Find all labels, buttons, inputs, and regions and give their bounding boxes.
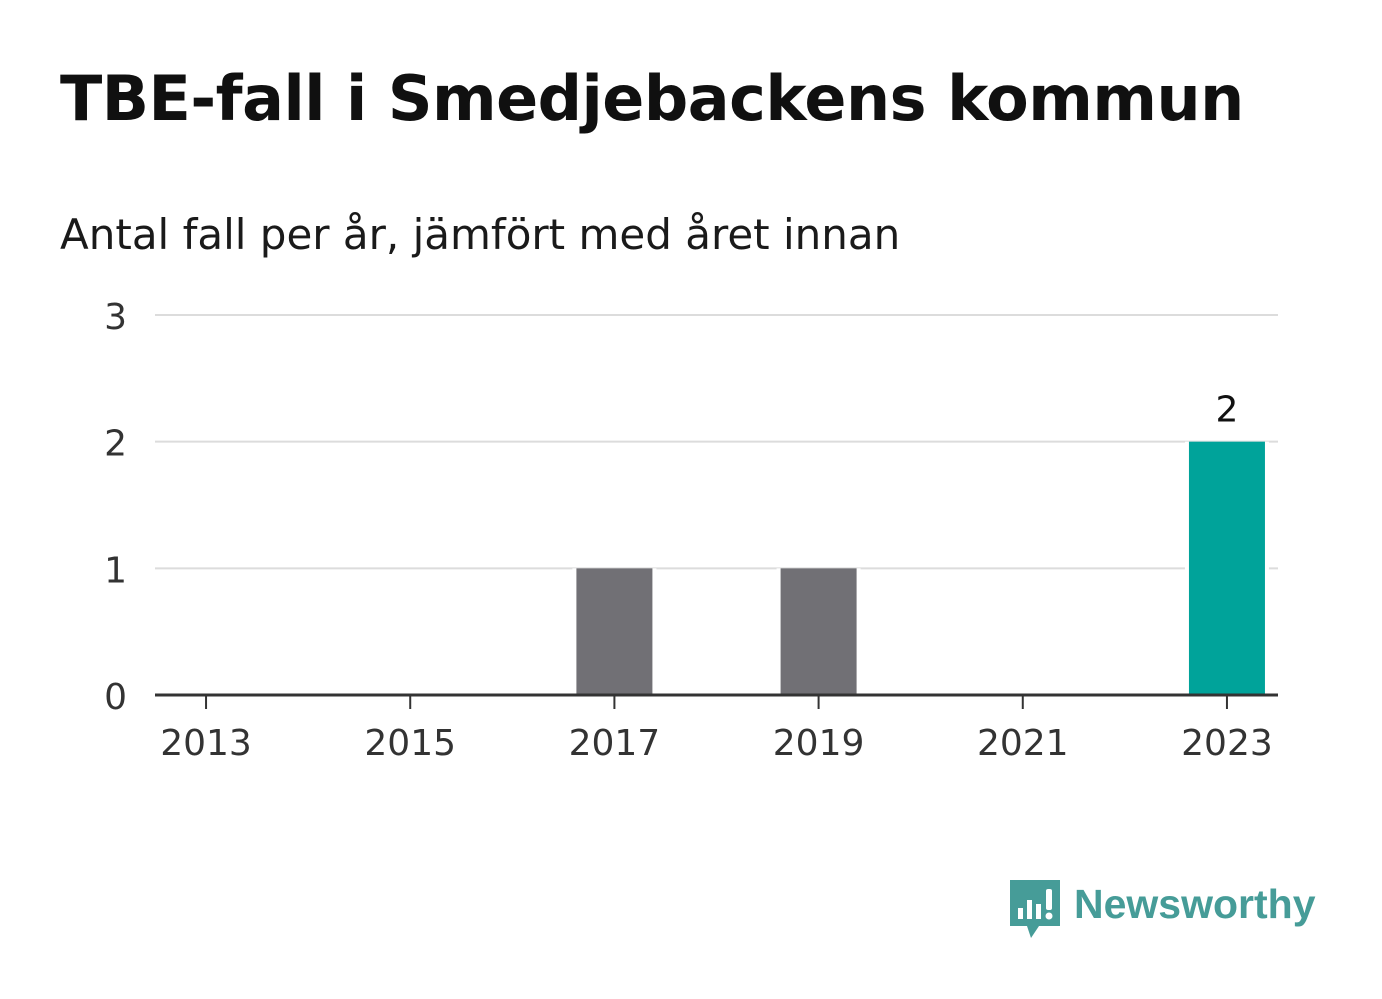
newsworthy-logo-icon xyxy=(1010,880,1060,938)
y-tick-label: 2 xyxy=(104,424,127,465)
x-tick-label: 2023 xyxy=(1181,723,1273,764)
x-axis-ticks: 2013 2015 2017 2019 2021 2023 xyxy=(160,695,1273,764)
x-tick-label: 2017 xyxy=(569,723,661,764)
x-tick-label: 2019 xyxy=(773,723,865,764)
grid-lines xyxy=(155,314,1278,570)
y-tick-label: 1 xyxy=(104,550,127,591)
x-tick-label: 2015 xyxy=(364,723,456,764)
brand-name: Newsworthy xyxy=(1074,880,1316,927)
y-axis-ticks: 0 1 2 3 xyxy=(104,297,127,718)
bars xyxy=(572,441,1269,695)
y-tick-label: 0 xyxy=(104,677,127,718)
data-label: 2 xyxy=(1216,390,1239,431)
bar-2017 xyxy=(576,568,653,695)
newsworthy-brand: Newsworthy xyxy=(1010,878,1316,942)
data-labels: 2 xyxy=(1216,390,1239,431)
x-tick-label: 2021 xyxy=(977,723,1069,764)
bar-2019 xyxy=(780,568,857,695)
bar-2023 xyxy=(1188,441,1265,695)
y-tick-label: 3 xyxy=(104,297,127,338)
chart-title: TBE-fall i Smedjebackens kommun xyxy=(60,62,1244,135)
x-tick-label: 2013 xyxy=(160,723,252,764)
chart-subtitle: Antal fall per år, jämfört med året inna… xyxy=(60,210,901,259)
